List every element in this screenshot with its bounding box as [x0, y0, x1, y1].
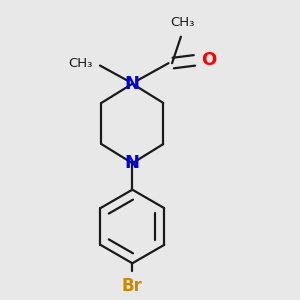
Text: N: N [125, 154, 140, 172]
Text: CH₃: CH₃ [68, 57, 93, 70]
Text: N: N [125, 75, 140, 93]
Text: O: O [201, 51, 216, 69]
Text: CH₃: CH₃ [170, 16, 195, 29]
Text: Br: Br [122, 277, 143, 295]
